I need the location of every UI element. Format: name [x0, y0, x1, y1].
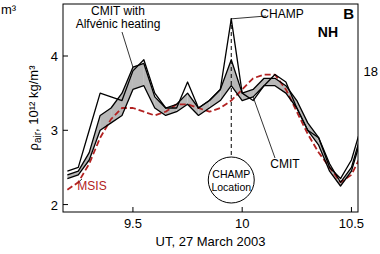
y-tick-label: 3 — [51, 123, 58, 138]
series-line — [67, 60, 358, 183]
y-label-text: , 10¹² kg/m³ — [26, 65, 41, 132]
label-pointer — [122, 32, 133, 67]
location-label: Location — [211, 181, 251, 193]
plot-marks — [67, 19, 358, 190]
edge-text: 18 — [364, 64, 378, 79]
x-tick-label: 10 — [235, 216, 249, 231]
x-tick — [351, 207, 352, 212]
series-label: CMIT — [270, 157, 300, 171]
location-label: CHAMP — [212, 168, 250, 180]
x-tick-label: 10.5 — [339, 216, 364, 231]
x-tick — [132, 207, 133, 212]
y-axis-label: ρair, 10¹² kg/m³ — [26, 65, 43, 151]
series-line — [67, 19, 358, 179]
y-label-symbol: ρ — [26, 143, 41, 150]
plot-frame — [63, 4, 358, 212]
y-tick-label: 4 — [51, 49, 58, 64]
y-tick — [63, 130, 68, 131]
y-tick-label: 2 — [51, 198, 58, 213]
y-label-subscript: air — [32, 131, 43, 143]
x-tick — [242, 207, 243, 212]
y-tick — [63, 56, 68, 57]
location-line — [231, 18, 232, 157]
region-label: NH — [318, 24, 338, 40]
label-pointer — [253, 97, 275, 158]
series-label: CHAMP — [260, 7, 303, 21]
edge-text: m³ — [1, 2, 17, 17]
series-label: MSIS — [77, 179, 106, 193]
heating-band — [133, 63, 144, 89]
x-tick-label: 9.5 — [124, 216, 142, 231]
series-line — [67, 86, 358, 186]
chart: 2 3 4 9.5 10 10.5 UT, 27 March 2003 ρair, 10¹² … — [0, 0, 380, 254]
y-tick — [63, 204, 68, 205]
series-label: CMIT withAlfvénic heating — [76, 4, 161, 31]
location-circle — [208, 157, 254, 203]
x-axis-label: UT, 27 March 2003 — [156, 234, 266, 249]
panel-label: B — [343, 5, 354, 22]
